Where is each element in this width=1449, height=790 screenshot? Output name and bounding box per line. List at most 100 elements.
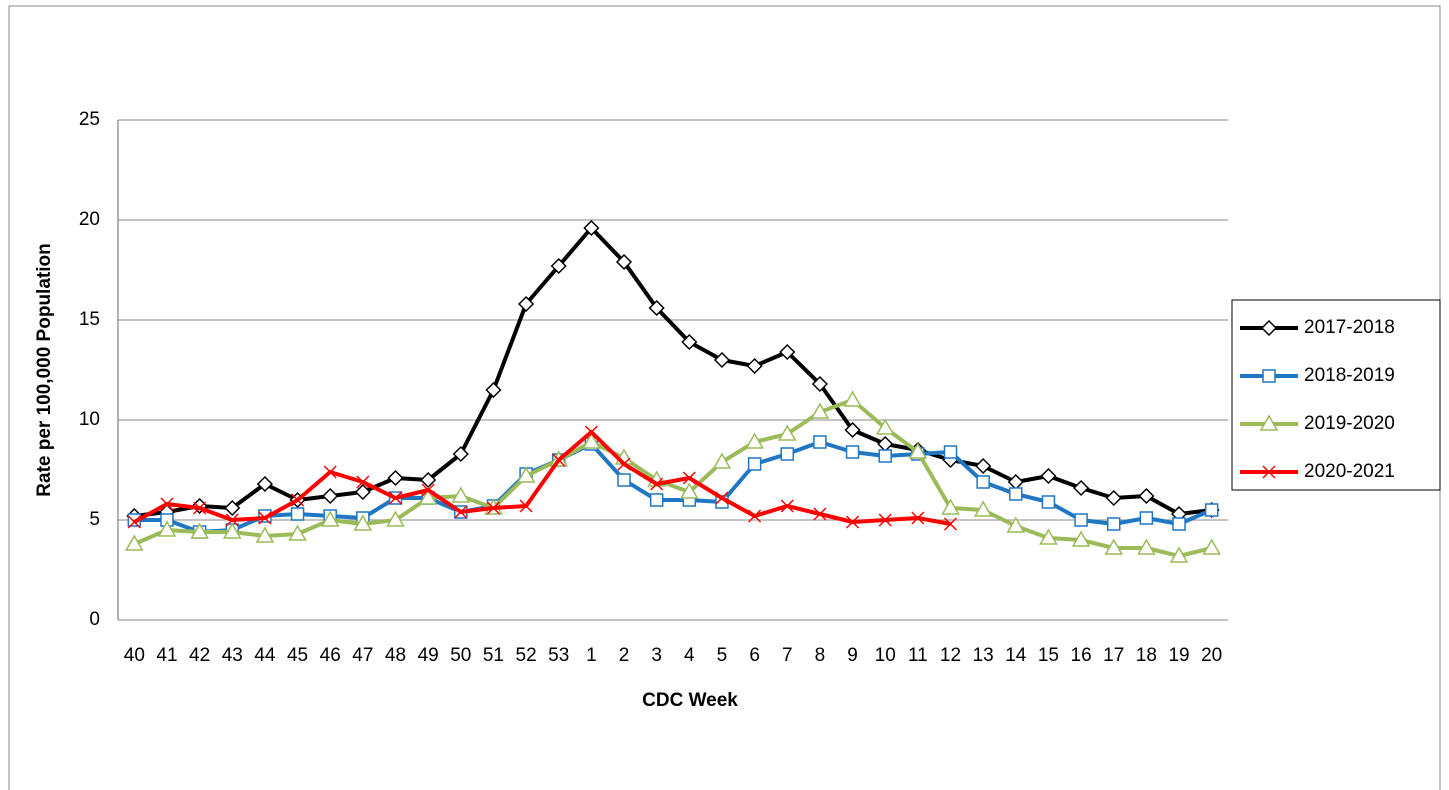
- data-point: [976, 475, 990, 489]
- legend-marker: [1262, 465, 1276, 479]
- x-tick-label: 40: [124, 645, 145, 666]
- data-point: [780, 499, 794, 513]
- data-point: [748, 509, 762, 523]
- data-point: [356, 475, 370, 489]
- data-point: [777, 424, 797, 441]
- x-tick-label: 53: [548, 645, 569, 666]
- data-point: [615, 253, 633, 271]
- legend-marker: [1262, 369, 1276, 383]
- data-point: [386, 510, 405, 527]
- x-tick-label: 19: [1168, 645, 1189, 666]
- x-tick-label: 45: [287, 645, 308, 666]
- y-tick-label: 15: [79, 309, 100, 330]
- data-point: [1172, 517, 1186, 531]
- data-point: [875, 418, 895, 435]
- data-point: [649, 493, 664, 507]
- data-point: [1204, 503, 1219, 517]
- legend-marker: [1259, 414, 1279, 431]
- legend-label: 2017-2018: [1304, 317, 1395, 338]
- data-point: [1137, 538, 1156, 555]
- data-point: [712, 452, 732, 469]
- data-point: [810, 402, 830, 419]
- data-point: [452, 445, 469, 463]
- x-tick-label: 11: [908, 645, 928, 666]
- data-point: [1006, 516, 1026, 533]
- x-tick-label: 7: [782, 645, 793, 666]
- data-point: [224, 499, 241, 517]
- x-tick-label: 4: [684, 645, 695, 666]
- data-point: [323, 465, 337, 479]
- x-tick-label: 10: [875, 645, 896, 666]
- data-point: [1202, 538, 1221, 555]
- data-point: [388, 491, 403, 505]
- y-tick-label: 20: [79, 209, 100, 230]
- data-point: [878, 449, 892, 463]
- data-point: [844, 421, 861, 439]
- data-point: [518, 295, 535, 313]
- data-point: [1039, 528, 1058, 545]
- data-point: [715, 491, 729, 505]
- x-tick-label: 41: [156, 645, 177, 666]
- data-point: [125, 534, 144, 551]
- x-tick-label: 52: [516, 645, 537, 666]
- x-tick-label: 1: [586, 645, 597, 666]
- data-point: [420, 471, 437, 489]
- data-point: [648, 299, 665, 317]
- data-point: [1138, 487, 1155, 505]
- data-point: [552, 453, 566, 467]
- x-tick-label: 5: [717, 645, 728, 666]
- x-tick-label: 44: [254, 645, 276, 666]
- x-tick-label: 46: [320, 645, 341, 666]
- data-point: [941, 498, 960, 515]
- data-point: [258, 511, 272, 525]
- data-point: [745, 432, 764, 449]
- x-tick-label: 15: [1038, 645, 1059, 666]
- x-tick-label: 50: [450, 645, 471, 666]
- data-point: [779, 343, 796, 361]
- x-tick-label: 18: [1136, 645, 1157, 666]
- data-point: [222, 522, 242, 539]
- data-point: [288, 524, 307, 541]
- x-tick-label: 42: [189, 645, 210, 666]
- data-point: [584, 425, 598, 439]
- data-point: [160, 497, 174, 511]
- x-tick-label: 51: [483, 645, 504, 666]
- data-point: [451, 486, 471, 503]
- data-point: [747, 457, 762, 471]
- data-point: [1041, 495, 1056, 509]
- series-line: [134, 226, 1212, 518]
- data-point: [713, 351, 731, 369]
- data-point: [680, 482, 699, 499]
- data-point: [1040, 467, 1057, 485]
- data-point: [193, 501, 207, 515]
- data-point: [780, 447, 795, 461]
- y-tick-label: 0: [89, 609, 100, 630]
- data-point: [973, 500, 993, 517]
- x-tick-label: 47: [352, 645, 373, 666]
- data-point: [320, 510, 340, 527]
- data-point: [1106, 517, 1121, 531]
- data-point: [354, 483, 371, 501]
- x-tick-label: 6: [749, 645, 760, 666]
- legend-marker: [1260, 319, 1278, 337]
- chart-frame: [8, 5, 1441, 790]
- data-point: [291, 493, 305, 507]
- x-tick-label: 13: [973, 645, 994, 666]
- data-point: [746, 357, 763, 375]
- data-point: [550, 257, 567, 275]
- data-point: [1105, 489, 1122, 507]
- data-point: [843, 390, 862, 407]
- legend-label: 2020-2021: [1304, 461, 1395, 482]
- data-point: [454, 505, 468, 519]
- data-point: [943, 445, 958, 459]
- data-point: [975, 457, 992, 475]
- x-tick-label: 17: [1103, 645, 1124, 666]
- data-point: [127, 515, 141, 529]
- legend-label: 2018-2019: [1304, 365, 1395, 386]
- data-point: [650, 477, 664, 491]
- data-point: [486, 501, 500, 515]
- y-tick-label: 25: [79, 109, 100, 130]
- data-point: [813, 435, 827, 449]
- series-line: [133, 398, 1213, 558]
- data-point: [421, 483, 435, 497]
